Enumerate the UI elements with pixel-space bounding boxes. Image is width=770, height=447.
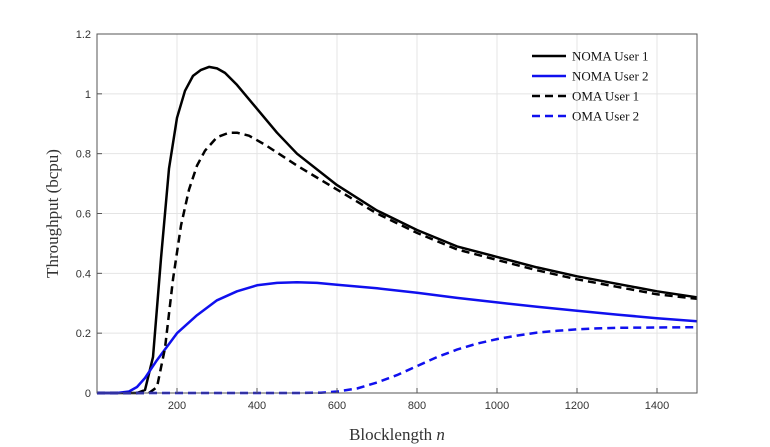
y-axis-ticks: 0 0.2 0.4 0.6 0.8 1 1.2 [76, 29, 102, 400]
series-line-3 [97, 131, 698, 395]
y-tick-label: 1.2 [76, 29, 91, 41]
legend: NOMA User 1 NOMA User 2 OMA User 1 OMA User… [532, 49, 649, 124]
y-tick-label: 0 [85, 388, 91, 400]
y-tick-label: 0.8 [76, 149, 91, 161]
x-tick-label: 1000 [485, 400, 509, 412]
x-tick-label: 1400 [645, 400, 669, 412]
legend-entry-1: NOMA User 1 [572, 49, 649, 64]
legend-entry-4: OMA User 2 [572, 109, 639, 124]
x-axis-label: Blocklength n [349, 425, 445, 444]
y-tick-label: 0.4 [76, 268, 91, 280]
x-tick-label: 600 [328, 400, 346, 412]
x-tick-label: 1200 [565, 400, 589, 412]
series-line-1 [97, 65, 698, 395]
x-tick-label: 200 [168, 400, 186, 412]
x-tick-label: 400 [248, 400, 266, 412]
x-tick-label: 800 [408, 400, 426, 412]
y-tick-label: 0.6 [76, 209, 91, 221]
legend-entry-2: NOMA User 2 [572, 69, 649, 84]
x-axis-ticks: 200 400 600 800 1000 1200 1400 [168, 388, 669, 412]
series-lines [97, 65, 698, 395]
y-tick-label: 0.2 [76, 328, 91, 340]
y-axis-label: Throughput (bcpu) [43, 149, 62, 278]
y-tick-label: 1 [85, 89, 91, 101]
series-line-4 [97, 325, 698, 395]
legend-entry-3: OMA User 1 [572, 89, 639, 104]
x-axis-label-var: n [436, 425, 445, 444]
series-line-2 [97, 281, 698, 395]
